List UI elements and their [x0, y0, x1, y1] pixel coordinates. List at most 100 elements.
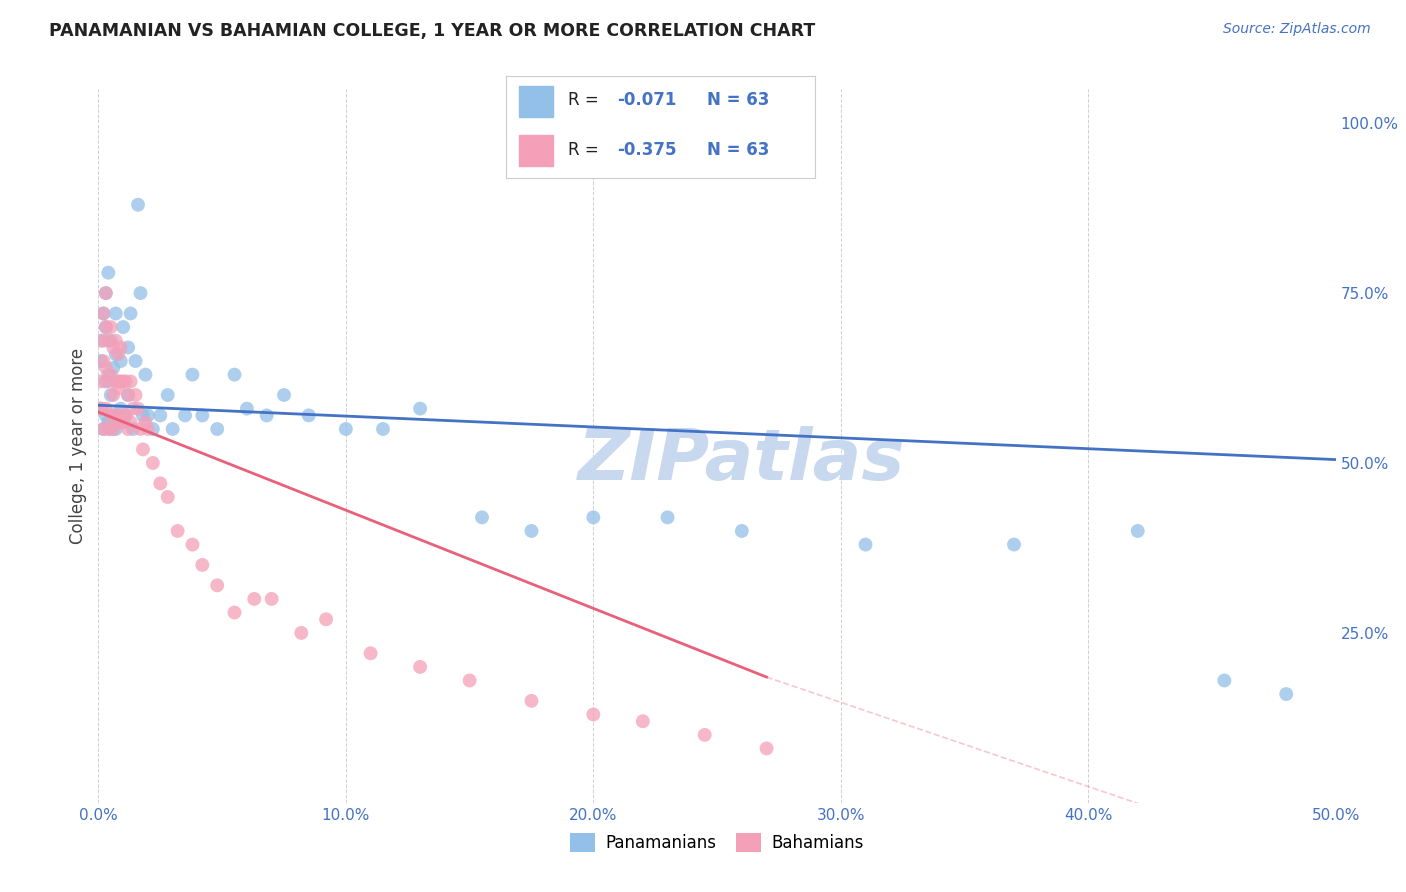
Point: [100, 320, 122, 334]
Point: [107, 347, 129, 361]
Point: [582, 510, 605, 524]
Text: R =: R =: [568, 141, 605, 159]
Point: [107, 415, 129, 429]
Point: [93, 422, 115, 436]
Point: [236, 401, 259, 416]
Point: [100, 388, 122, 402]
Point: [104, 334, 127, 348]
Point: [94, 320, 117, 334]
Point: [103, 360, 125, 375]
Point: [149, 476, 172, 491]
Point: [122, 401, 145, 416]
Point: [205, 422, 228, 436]
Point: [97, 415, 120, 429]
Y-axis label: College, 1 year or more: College, 1 year or more: [69, 348, 87, 544]
Point: [360, 646, 382, 660]
Point: [93, 306, 115, 320]
Point: [166, 524, 188, 538]
Point: [142, 422, 165, 436]
Point: [205, 578, 228, 592]
Point: [1213, 673, 1236, 688]
Point: [114, 409, 136, 423]
Point: [90, 334, 112, 348]
Point: [94, 375, 117, 389]
Point: [104, 375, 127, 389]
Point: [127, 401, 149, 416]
Point: [127, 198, 149, 212]
Point: [112, 415, 135, 429]
Point: [93, 306, 115, 320]
Point: [136, 409, 159, 423]
Point: [104, 347, 127, 361]
Point: [100, 422, 122, 436]
Point: [110, 354, 132, 368]
Point: [129, 422, 152, 436]
Point: [129, 286, 152, 301]
Point: [132, 442, 155, 457]
Text: N = 63: N = 63: [707, 141, 769, 159]
Point: [120, 415, 142, 429]
Point: [114, 409, 136, 423]
Text: R =: R =: [568, 92, 605, 110]
Point: [582, 707, 605, 722]
Point: [142, 456, 165, 470]
Point: [112, 415, 135, 429]
Point: [1275, 687, 1298, 701]
Point: [657, 510, 679, 524]
Point: [134, 415, 156, 429]
Point: [755, 741, 778, 756]
Point: [1126, 524, 1149, 538]
Point: [93, 334, 115, 348]
Point: [97, 334, 120, 348]
Point: [90, 375, 112, 389]
Text: Source: ZipAtlas.com: Source: ZipAtlas.com: [1223, 22, 1371, 37]
Text: -0.375: -0.375: [617, 141, 678, 159]
Point: [631, 714, 654, 729]
Point: [104, 422, 127, 436]
Point: [371, 422, 394, 436]
Point: [855, 537, 877, 551]
Point: [90, 401, 112, 416]
Point: [122, 422, 145, 436]
Point: [290, 626, 312, 640]
Point: [100, 368, 122, 382]
Point: [1002, 537, 1025, 551]
Point: [273, 388, 295, 402]
Point: [104, 409, 127, 423]
Point: [107, 415, 129, 429]
Point: [93, 354, 115, 368]
Point: [110, 341, 132, 355]
Point: [136, 422, 159, 436]
Point: [110, 375, 132, 389]
Point: [93, 422, 115, 436]
Point: [103, 341, 125, 355]
Text: N = 63: N = 63: [707, 92, 769, 110]
Point: [97, 368, 120, 382]
Point: [149, 409, 172, 423]
Point: [191, 558, 214, 572]
Text: ZIPatlas: ZIPatlas: [578, 425, 905, 495]
Point: [409, 660, 432, 674]
Legend: Panamanians, Bahamians: Panamanians, Bahamians: [564, 826, 870, 859]
Text: PANAMANIAN VS BAHAMIAN COLLEGE, 1 YEAR OR MORE CORRELATION CHART: PANAMANIAN VS BAHAMIAN COLLEGE, 1 YEAR O…: [49, 22, 815, 40]
Point: [94, 320, 117, 334]
Point: [124, 354, 146, 368]
Point: [120, 306, 142, 320]
Point: [100, 334, 122, 348]
Point: [409, 401, 432, 416]
Point: [156, 490, 179, 504]
Point: [97, 375, 120, 389]
Point: [103, 388, 125, 402]
Point: [243, 591, 266, 606]
Point: [112, 375, 135, 389]
Point: [107, 375, 129, 389]
Point: [132, 409, 155, 423]
Point: [117, 388, 139, 402]
Point: [97, 266, 120, 280]
Point: [94, 409, 117, 423]
Point: [117, 341, 139, 355]
Point: [335, 422, 357, 436]
Point: [315, 612, 337, 626]
Bar: [519, 136, 553, 166]
Point: [156, 388, 179, 402]
